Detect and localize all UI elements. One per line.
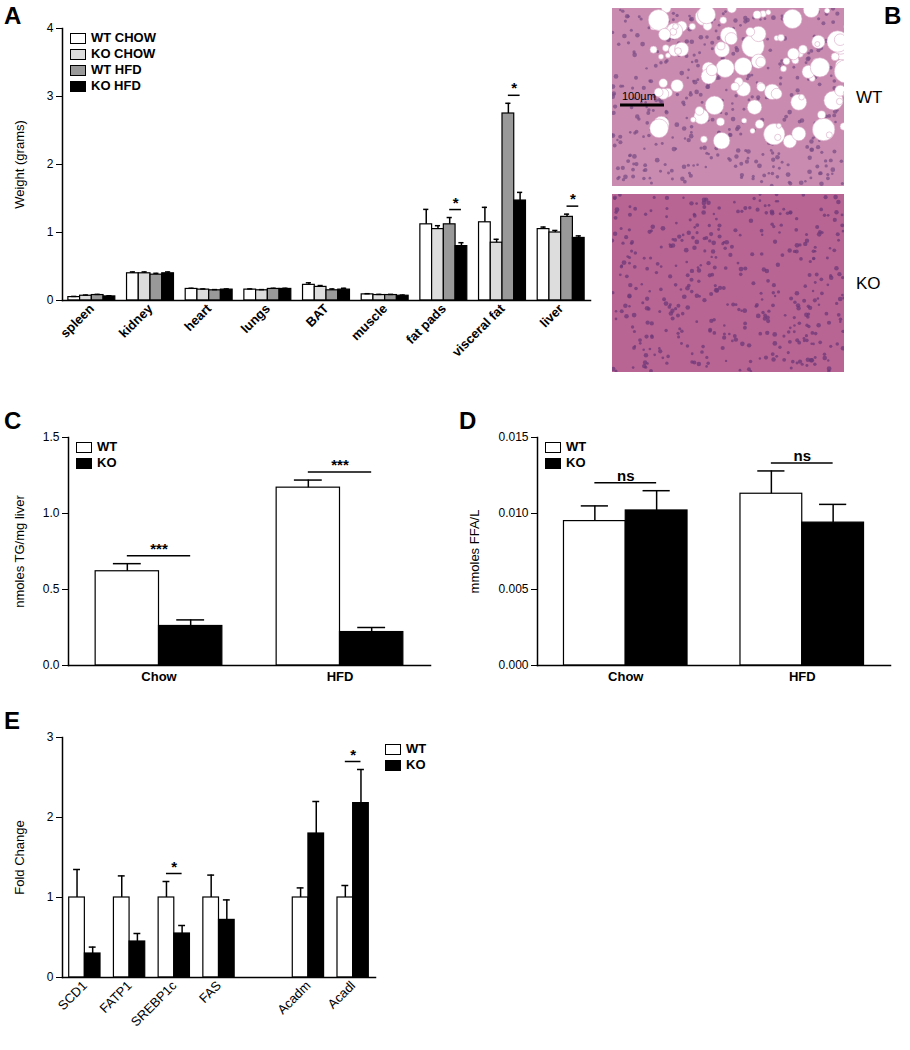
svg-text:SREBP1c: SREBP1c [128, 978, 180, 1030]
svg-text:Acadm: Acadm [274, 978, 313, 1017]
svg-text:0.005: 0.005 [498, 582, 528, 596]
svg-text:fat pads: fat pads [403, 301, 449, 347]
svg-text:100µm: 100µm [622, 90, 656, 102]
svg-text:0.010: 0.010 [498, 506, 528, 520]
svg-text:Weight (grams): Weight (grams) [12, 120, 27, 209]
svg-text:Acadl: Acadl [325, 978, 359, 1012]
html-text:KO HFD: KO HFD [91, 78, 141, 93]
svg-text:*: * [171, 858, 177, 875]
svg-text:HFD: HFD [789, 669, 816, 684]
svg-text:FATP1: FATP1 [97, 978, 135, 1016]
svg-text:3: 3 [47, 89, 54, 103]
svg-text:0.5: 0.5 [43, 582, 60, 596]
svg-text:*: * [453, 194, 459, 211]
svg-text:0.0: 0.0 [43, 658, 60, 672]
html-text:KO: KO [566, 455, 586, 470]
svg-text:0: 0 [47, 970, 54, 984]
html-text:WT CHOW: WT CHOW [91, 30, 156, 45]
svg-text:ns: ns [617, 467, 635, 484]
svg-text:*: * [511, 79, 517, 96]
html-text:WT HFD: WT HFD [91, 62, 142, 77]
svg-text:BAT: BAT [303, 301, 332, 330]
svg-text:KO: KO [856, 274, 881, 293]
svg-text:1.0: 1.0 [43, 506, 60, 520]
svg-text:WT: WT [856, 88, 882, 107]
html-text:B: B [884, 2, 902, 29]
svg-text:0.015: 0.015 [498, 430, 528, 444]
svg-text:mmoles FFA/L: mmoles FFA/L [467, 510, 482, 594]
html-text:C: C [4, 407, 22, 434]
svg-text:4: 4 [47, 21, 54, 35]
svg-text:1: 1 [47, 890, 54, 904]
svg-text:HFD: HFD [327, 669, 354, 684]
svg-text:SCD1: SCD1 [55, 978, 90, 1013]
svg-text:liver: liver [537, 301, 567, 331]
svg-text:2: 2 [47, 157, 54, 171]
svg-text:kidney: kidney [116, 300, 156, 340]
html-text:WT: WT [566, 439, 587, 454]
svg-text:***: *** [150, 540, 168, 557]
html-text:KO: KO [97, 455, 117, 470]
svg-text:***: *** [331, 456, 349, 473]
svg-text:spleen: spleen [57, 301, 97, 341]
svg-text:2: 2 [47, 810, 54, 824]
svg-text:heart: heart [181, 300, 215, 334]
html-text:KO CHOW: KO CHOW [91, 46, 156, 61]
svg-text:1: 1 [47, 225, 54, 239]
svg-text:0.000: 0.000 [498, 658, 528, 672]
html-text:A: A [4, 2, 22, 29]
svg-text:visceral fat: visceral fat [449, 300, 508, 359]
svg-text:Fold Change: Fold Change [12, 820, 27, 894]
svg-text:Chow: Chow [141, 669, 177, 684]
svg-text:FAS: FAS [196, 978, 224, 1006]
svg-text:*: * [570, 190, 576, 207]
svg-text:Chow: Chow [608, 669, 644, 684]
svg-text:ns: ns [793, 447, 811, 464]
html-text:KO: KO [406, 757, 426, 772]
svg-text:0: 0 [47, 293, 54, 307]
svg-text:1.5: 1.5 [43, 430, 60, 444]
html-text:D: D [459, 407, 477, 434]
svg-text:3: 3 [47, 730, 54, 744]
svg-text:nmoles TG/mg liver: nmoles TG/mg liver [12, 495, 27, 608]
html-text:E: E [4, 707, 20, 734]
svg-text:lungs: lungs [238, 301, 273, 336]
html-text:WT: WT [97, 439, 118, 454]
svg-text:*: * [350, 746, 356, 763]
svg-text:muscle: muscle [348, 301, 390, 343]
html-text:WT: WT [406, 741, 427, 756]
